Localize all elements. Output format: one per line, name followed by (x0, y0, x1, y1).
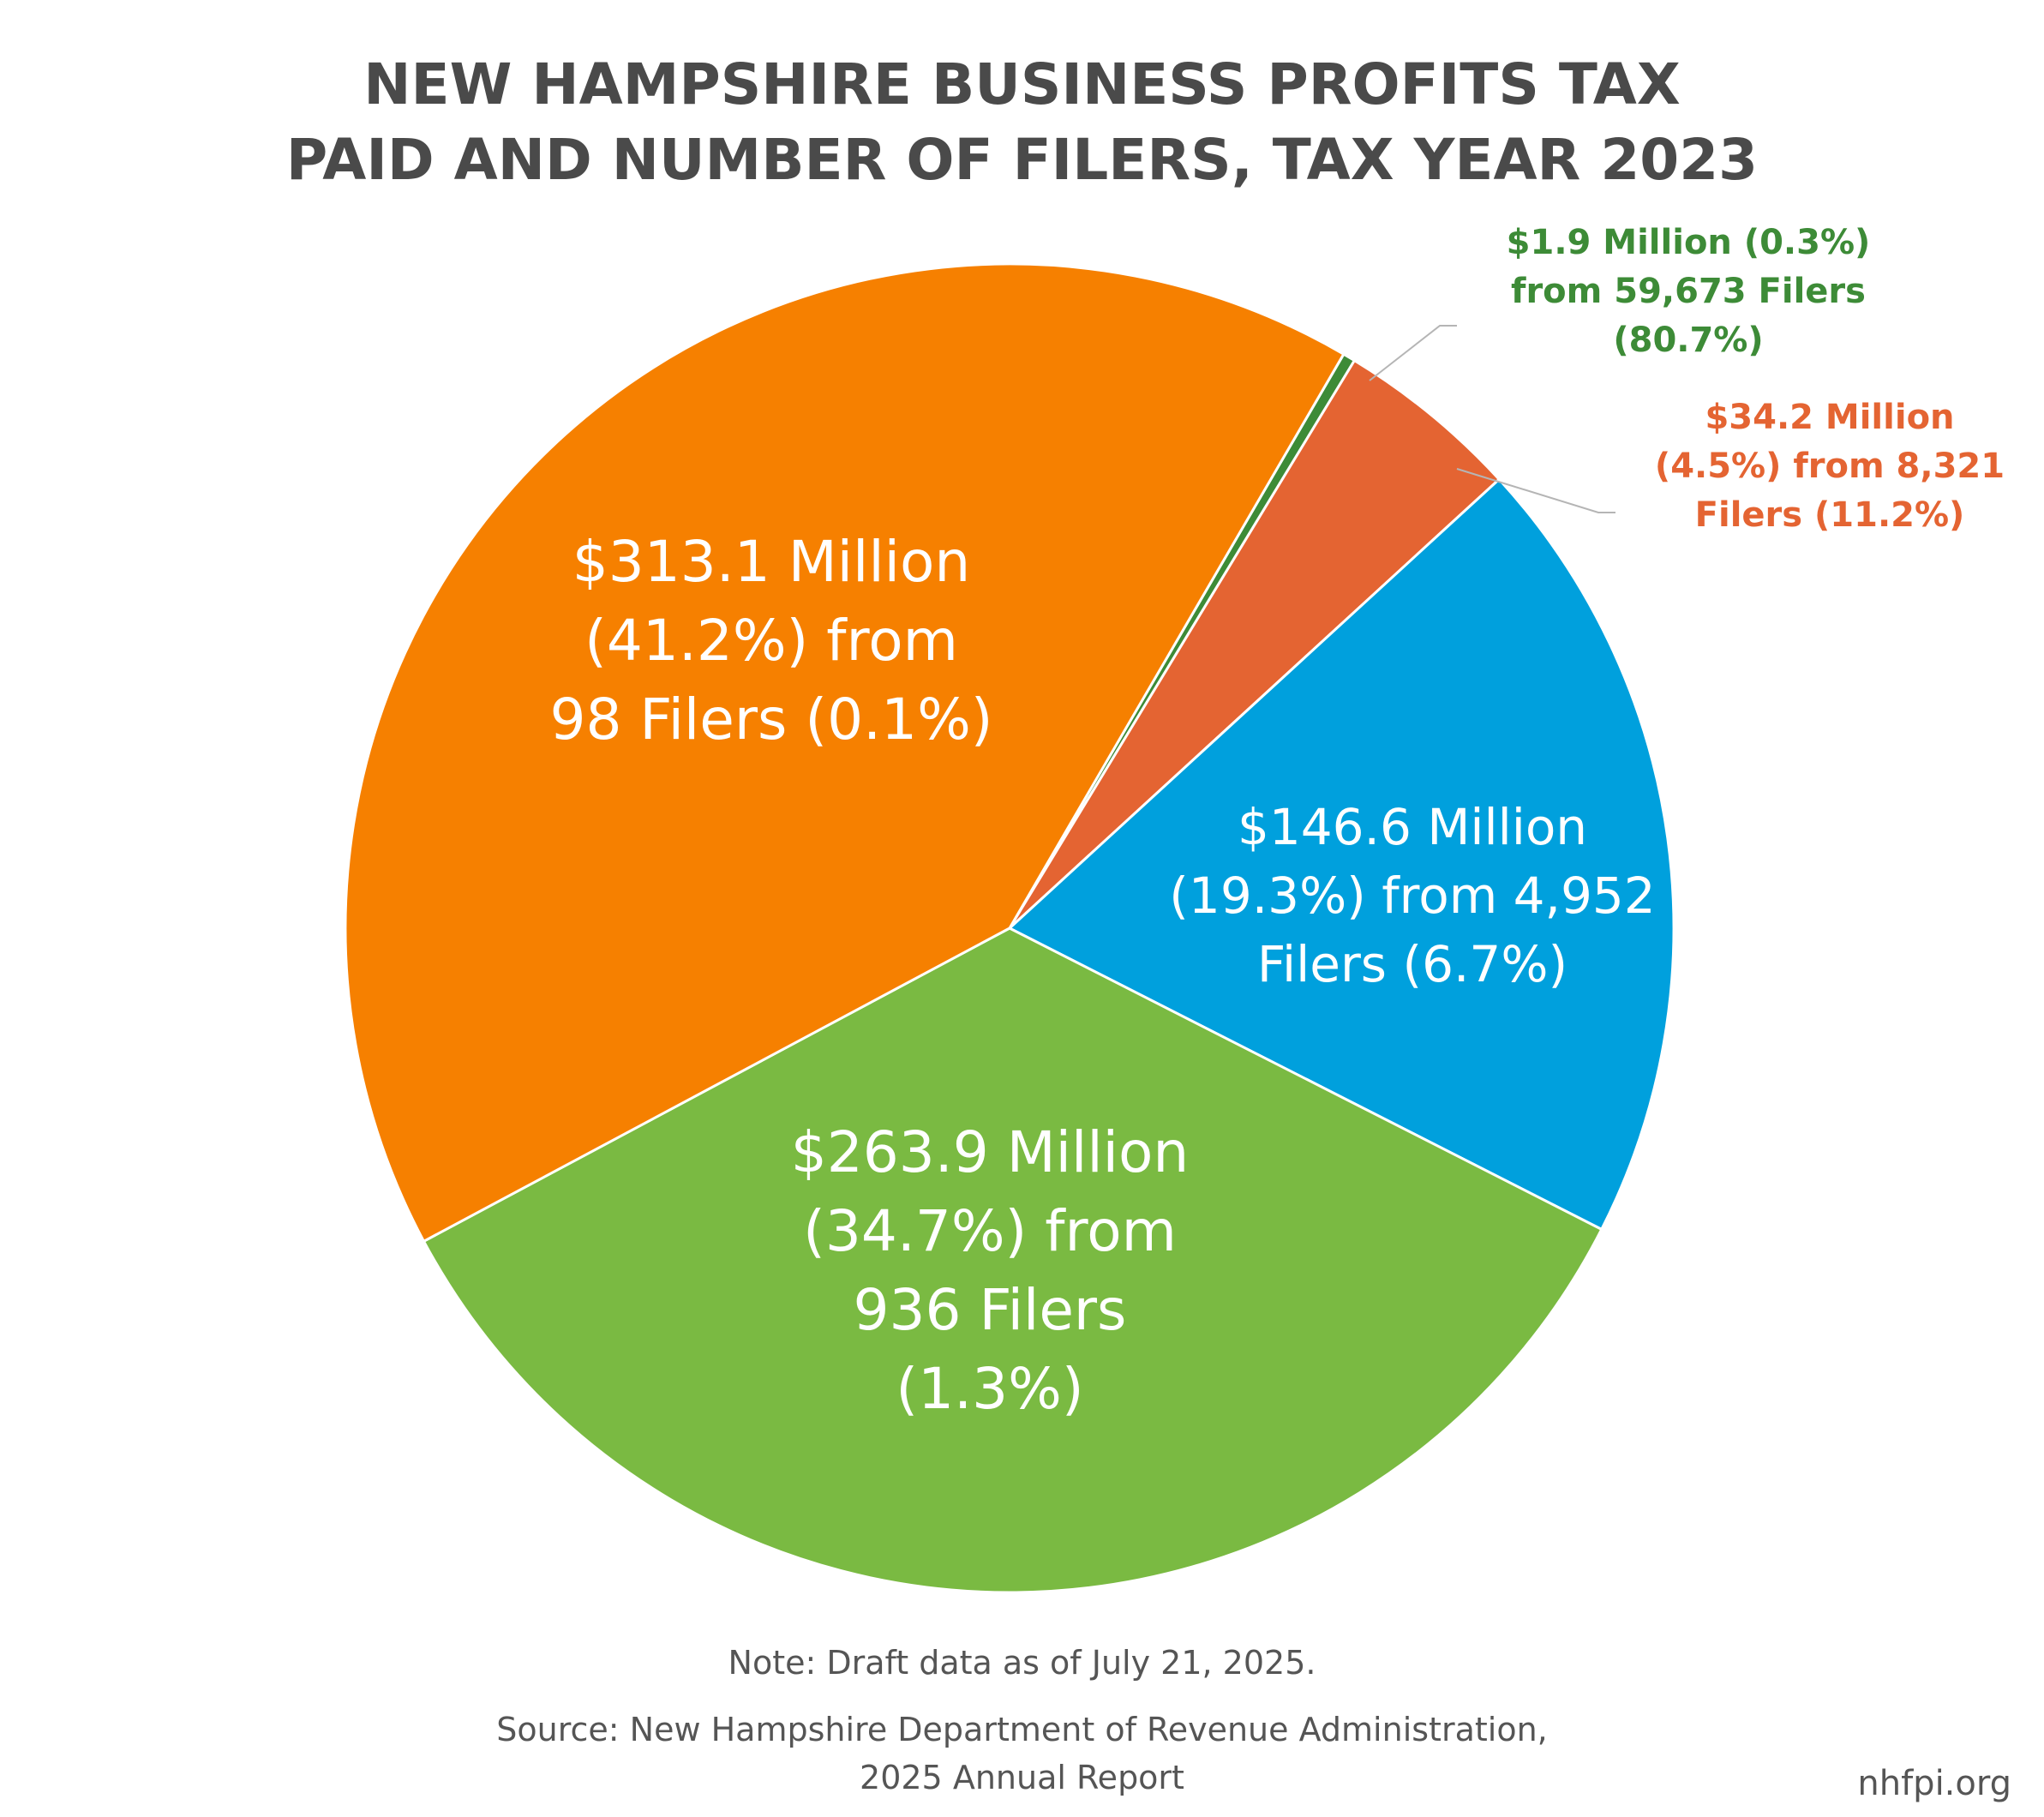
slice-label-1-line-2: from 59,673 Filers (1511, 272, 1866, 311)
pie-slice-5 (344, 262, 1346, 1243)
slice-label-5-line-2: (41.2%) from (584, 608, 958, 674)
pie-slices (344, 262, 1675, 1594)
slice-label-2: $34.2 Million (4.5%) from 8,321 Filers (11… (1655, 398, 2005, 535)
source-line-1: Source: New Hampshire Department of Reve… (496, 1711, 1548, 1748)
leader-line-1 (1369, 325, 1457, 381)
slice-label-2-line-2: (4.5%) from 8,321 (1655, 447, 2005, 486)
slice-label-4-line-4: (1.3%) (896, 1356, 1083, 1422)
slice-label-3: $146.6 Million (19.3%) from 4,952 Filers (… (1169, 798, 1655, 993)
slice-label-2-line-1: $34.2 Million (1705, 398, 1954, 437)
slice-labels: $1.9 Million (0.3%) from 59,673 Filers (80… (549, 223, 2005, 1422)
chart-note: Note: Draft data as of July 21, 2025. (728, 1644, 1316, 1682)
leader-lines (1369, 325, 1615, 513)
chart-source: Source: New Hampshire Department of Reve… (0, 1706, 2044, 1802)
source-line-2: 2025 Annual Report (860, 1759, 1184, 1796)
slice-label-5: $313.1 Million (41.2%) from 98 Filers (0.1… (549, 529, 992, 753)
site-credit: nhfpi.org (1857, 1764, 2011, 1803)
chart-title-line-2: PAID AND NUMBER OF FILERS, TAX YEAR 2023 (285, 127, 1759, 193)
chart-title: NEW HAMPSHIRE BUSINESS PROFITS TAX PAID … (0, 47, 2044, 198)
slice-label-3-line-1: $146.6 Million (1238, 798, 1587, 856)
slice-label-5-line-1: $313.1 Million (572, 529, 970, 595)
pie-slice-3 (1008, 477, 1675, 1231)
slice-label-2-line-3: Filers (11.2%) (1695, 495, 1965, 535)
slice-label-3-line-3: Filers (6.7%) (1257, 935, 1567, 993)
slice-label-1-line-1: $1.9 Million (0.3%) (1507, 223, 1871, 262)
pie-slice-2 (1008, 359, 1501, 930)
slice-label-4-line-3: 936 Filers (854, 1277, 1127, 1343)
leader-line-2 (1456, 468, 1615, 513)
slice-label-1: $1.9 Million (0.3%) from 59,673 Filers (80… (1507, 223, 1871, 360)
slice-label-5-line-3: 98 Filers (0.1%) (549, 687, 992, 753)
slice-label-4-line-1: $263.9 Million (791, 1119, 1189, 1185)
chart-title-line-1: NEW HAMPSHIRE BUSINESS PROFITS TAX (363, 51, 1681, 117)
pie-slice-4 (422, 926, 1603, 1594)
slice-label-3-line-2: (19.3%) from 4,952 (1169, 867, 1655, 925)
slice-label-1-line-3: (80.7%) (1613, 321, 1763, 360)
slice-label-4-line-2: (34.7%) from (803, 1198, 1177, 1264)
slice-label-4: $263.9 Million (34.7%) from 936 Filers (1.3… (791, 1119, 1189, 1422)
